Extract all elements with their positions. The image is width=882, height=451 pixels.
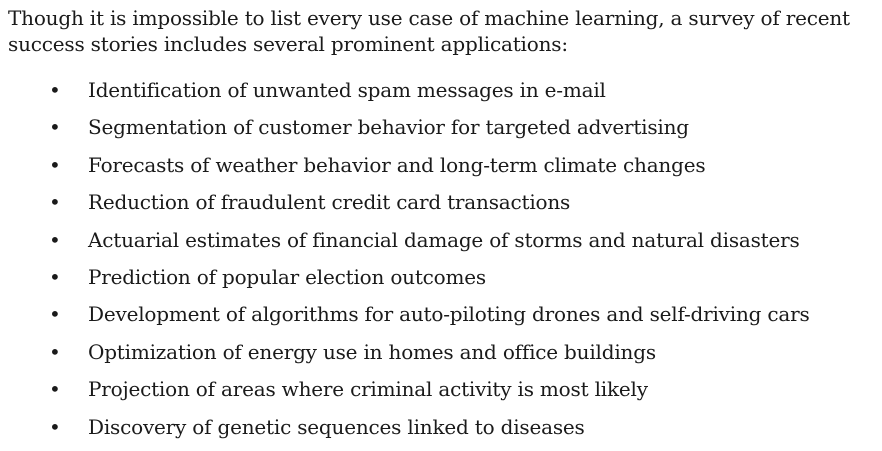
bullet-icon: • (49, 78, 61, 102)
list-item-text: Segmentation of customer behavior for ta… (88, 115, 689, 140)
bullet-icon: • (49, 190, 61, 215)
list-item-text: Optimization of energy use in homes and … (88, 339, 656, 364)
bullet-icon: • (49, 152, 61, 177)
bullet-icon: • (49, 264, 61, 289)
list-item-text: Identification of unwanted spam messages… (88, 78, 606, 102)
bullet-icon: • (49, 227, 61, 252)
list-item-text: Prediction of popular election outcomes (88, 264, 486, 289)
list-item-text: Forecasts of weather behavior and long-t… (88, 152, 706, 177)
bullet-icon: • (49, 377, 61, 402)
bullet-icon: • (49, 414, 61, 439)
bullet-icon: • (49, 339, 61, 364)
bullet-icon: • (49, 115, 61, 140)
list-item-text: Projection of areas where criminal activ… (88, 377, 648, 402)
list-item-text: Discovery of genetic sequences linked to… (88, 414, 585, 439)
list-item-text: Reduction of fraudulent credit card tran… (88, 190, 571, 215)
intro-paragraph: Though it is impossible to list every us… (8, 6, 850, 56)
bullet-icon: • (49, 302, 61, 327)
list-item-text: Development of algorithms for auto-pilot… (88, 302, 810, 327)
list-item-text: Actuarial estimates of financial damage … (88, 227, 800, 252)
